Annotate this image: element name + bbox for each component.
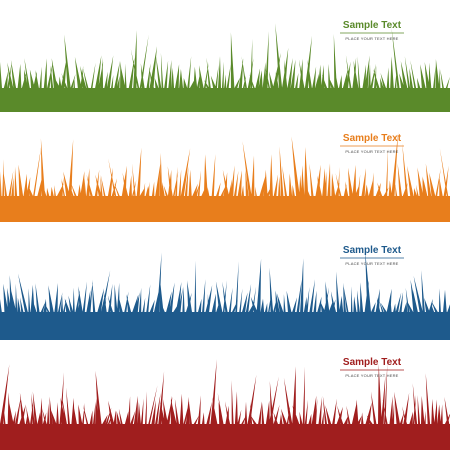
banner: Sample Text PLACE YOUR TEXT HERE bbox=[0, 132, 450, 222]
banner-subtitle: PLACE YOUR TEXT HERE bbox=[345, 373, 398, 378]
banner-title: Sample Text bbox=[343, 357, 402, 368]
grass bbox=[0, 250, 450, 340]
grass bbox=[0, 23, 450, 112]
banner: Sample Text PLACE YOUR TEXT HERE bbox=[0, 20, 450, 112]
banner: Sample Text PLACE YOUR TEXT HERE bbox=[0, 357, 450, 450]
banner-subtitle: PLACE YOUR TEXT HERE bbox=[345, 261, 398, 266]
banner-subtitle: PLACE YOUR TEXT HERE bbox=[345, 149, 398, 154]
banner: Sample Text PLACE YOUR TEXT HERE bbox=[0, 245, 450, 340]
grass bbox=[0, 132, 450, 222]
banner-title: Sample Text bbox=[343, 245, 402, 256]
banner-title: Sample Text bbox=[343, 20, 402, 31]
grass bbox=[0, 359, 450, 450]
banner-subtitle: PLACE YOUR TEXT HERE bbox=[345, 36, 398, 41]
banner-title: Sample Text bbox=[343, 133, 402, 144]
